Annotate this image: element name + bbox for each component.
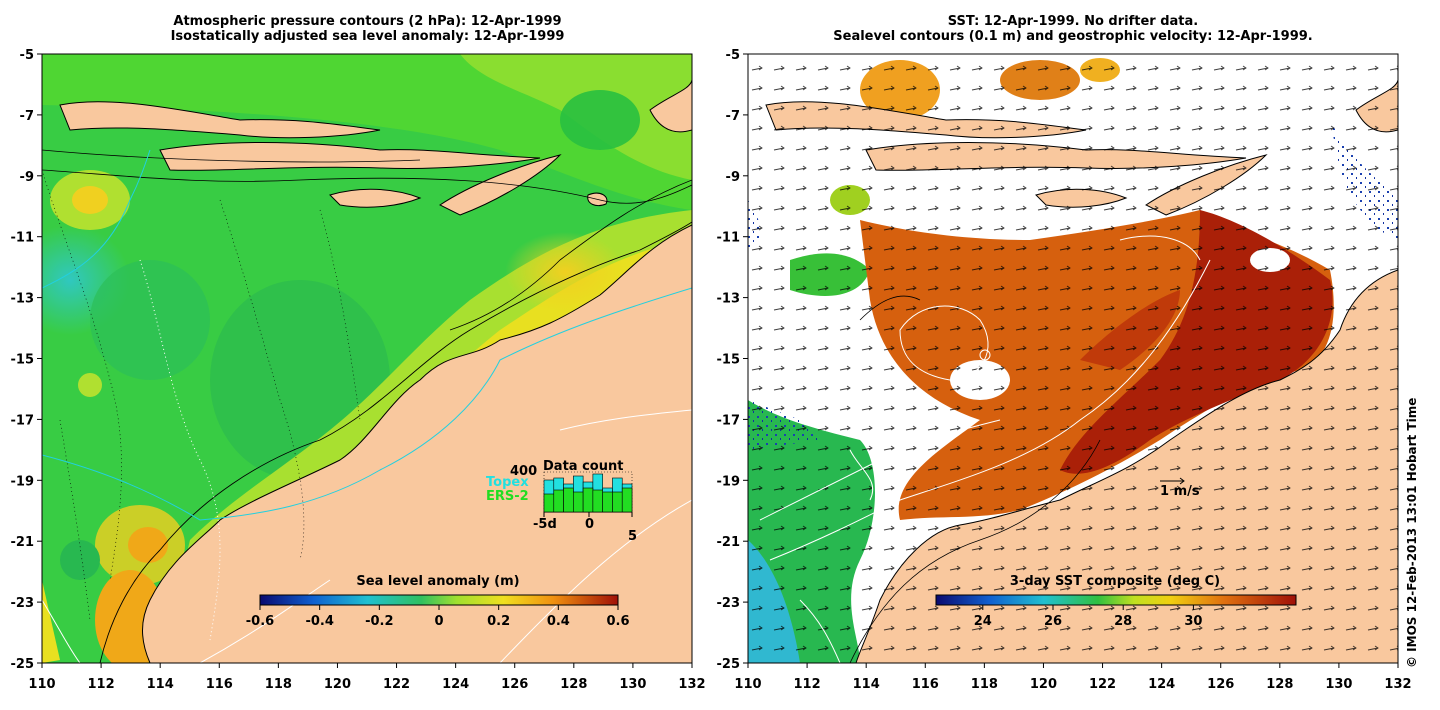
right-ytick-label: -25 <box>717 657 741 672</box>
velocity-scale-label: 1 m/s <box>1160 484 1200 499</box>
left-xtick-label: 116 <box>206 677 233 692</box>
left-xtick-label: 130 <box>619 677 646 692</box>
left-ytick-label: -9 <box>20 170 34 185</box>
sst-colorbar-tick: 24 <box>974 614 992 629</box>
right-xtick-label: 126 <box>1207 677 1234 692</box>
right-xtick-label: 132 <box>1384 677 1411 692</box>
left-ytick-label: -21 <box>11 535 35 550</box>
right-xtick-label: 112 <box>794 677 821 692</box>
inset-xtick-0: -5d <box>533 517 557 532</box>
left-ytick-label: -5 <box>20 48 34 63</box>
right-xtick-label: 128 <box>1266 677 1293 692</box>
inset-ers-bar <box>592 489 603 513</box>
right-ytick-label: -17 <box>717 413 741 428</box>
inset-ers-bar <box>553 489 564 513</box>
inset-title: Data count <box>543 459 623 474</box>
sst-colorbar-tick: 28 <box>1114 614 1132 629</box>
sst-colorbar: 3-day SST composite (deg C) 24 26 28 30 <box>935 574 1297 629</box>
inset-ers-bar <box>573 491 584 513</box>
imos-credit: © IMOS 12-Feb-2013 13:01 Hobart Time <box>1405 397 1419 668</box>
inset-ers-bar <box>612 491 623 513</box>
sla-colorbar-tick: 0.2 <box>487 614 510 629</box>
sst-colorbar-tick: 26 <box>1044 614 1062 629</box>
left-ytick-label: -11 <box>11 231 35 246</box>
data-count-inset: 400 Data count Topex ERS-2 -5d 0 5 <box>486 459 637 544</box>
inset-bars <box>543 473 633 513</box>
inset-ers-bar <box>563 487 574 513</box>
right-xtick-label: 130 <box>1325 677 1352 692</box>
right-ytick-label: -11 <box>717 231 741 246</box>
right-ytick-label: -13 <box>717 292 741 307</box>
sla-colorbar-tick: -0.2 <box>365 614 393 629</box>
right-ytick-label: -5 <box>726 48 740 63</box>
right-ytick-label: -19 <box>717 474 741 489</box>
right-xtick-label: 122 <box>1089 677 1116 692</box>
sla-colorbar-title: Sea level anomaly (m) <box>356 574 519 589</box>
right-ytick-label: -23 <box>717 596 741 611</box>
left-title-line1: Atmospheric pressure contours (2 hPa): 1… <box>173 14 562 29</box>
left-xtick-label: 118 <box>265 677 292 692</box>
right-ytick-label: -21 <box>717 535 741 550</box>
left-xtick-label: 126 <box>501 677 528 692</box>
left-ytick-label: -25 <box>11 657 35 672</box>
left-ytick-label: -17 <box>11 413 35 428</box>
inset-ers-bar <box>621 487 633 513</box>
right-title-line1: SST: 12-Apr-1999. No drifter data. <box>947 14 1199 29</box>
left-panel-title: Atmospheric pressure contours (2 hPa): 1… <box>40 14 695 44</box>
left-ytick-label: -23 <box>11 596 35 611</box>
right-xtick-label: 116 <box>912 677 939 692</box>
right-ytick-label: -7 <box>726 109 740 124</box>
right-xtick-label: 118 <box>971 677 998 692</box>
right-xtick-label: 114 <box>853 677 880 692</box>
sla-colorbar-tick: -0.4 <box>305 614 333 629</box>
inset-xtick-1: 0 <box>585 517 594 532</box>
left-ytick-label: -15 <box>11 353 35 368</box>
left-xtick-label: 122 <box>383 677 410 692</box>
inset-topex-label: Topex <box>486 475 529 490</box>
inset-ers-bar <box>543 493 555 513</box>
right-xtick-label: 124 <box>1148 677 1175 692</box>
left-xtick-label: 114 <box>147 677 174 692</box>
left-ytick-label: -7 <box>20 109 34 124</box>
right-panel-title: SST: 12-Apr-1999. No drifter data. Seale… <box>748 14 1398 44</box>
right-axes: -5 -7 -9 -11 -13 -15 -17 -19 -21 -23 -25 110 112 114 1… <box>717 48 1412 692</box>
right-title-line2: Sealevel contours (0.1 m) and geostrophi… <box>833 29 1313 44</box>
left-title-line2: Isostatically adjusted sea level anomaly… <box>170 29 565 44</box>
inset-count-label: 400 <box>510 464 537 479</box>
right-ytick-label: -9 <box>726 170 740 185</box>
left-xtick-label: 128 <box>560 677 587 692</box>
inset-ers-label: ERS-2 <box>486 489 529 504</box>
inset-ers-bar <box>582 487 594 513</box>
sst-map <box>748 54 1398 663</box>
sst-colorbar-title: 3-day SST composite (deg C) <box>1010 574 1220 589</box>
sla-colorbar-tick: 0.6 <box>606 614 629 629</box>
sla-colorbar: Sea level anomaly (m) -0.6 -0.4 -0.2 0 0.2 0.… <box>246 574 630 629</box>
sla-colorbar-tick: 0 <box>434 614 443 629</box>
sla-map <box>42 54 692 663</box>
right-ytick-label: -15 <box>717 353 741 368</box>
sla-colorbar-tick: -0.6 <box>246 614 274 629</box>
right-xtick-label: 120 <box>1030 677 1057 692</box>
inset-ers-bar <box>602 491 613 513</box>
left-xtick-label: 110 <box>28 677 55 692</box>
sla-colorbar-tick: 0.4 <box>547 614 570 629</box>
left-xtick-label: 132 <box>678 677 705 692</box>
sst-colorbar-tick: 30 <box>1184 614 1202 629</box>
left-ytick-label: -19 <box>11 474 35 489</box>
left-xtick-label: 124 <box>442 677 469 692</box>
left-xtick-label: 120 <box>324 677 351 692</box>
left-ytick-label: -13 <box>11 292 35 307</box>
inset-xtick-2: 5 <box>628 529 637 544</box>
velocity-scale: 1 m/s <box>1160 477 1200 499</box>
left-axes: -5 -7 -9 -11 -13 -15 -17 -19 -21 -23 -25 110 112 114 1… <box>11 48 706 692</box>
right-xtick-label: 110 <box>734 677 761 692</box>
left-xtick-label: 112 <box>88 677 115 692</box>
